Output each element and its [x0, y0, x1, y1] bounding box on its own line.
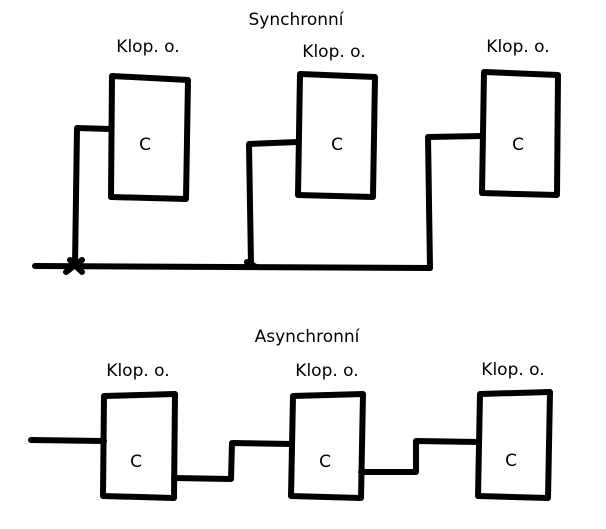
async-link-1-2: [171, 440, 295, 482]
sync-clock-wire-3: [425, 133, 485, 271]
async-block-2-clock-input: C: [319, 452, 331, 472]
async-flip-flop-1-box: [100, 391, 178, 501]
sync-block-1-clock-input: C: [139, 135, 151, 155]
sync-block-2-clock-input: C: [331, 135, 343, 155]
sync-flip-flop-3-box: [479, 69, 561, 198]
async-block-1-label: Klop. o.: [106, 361, 170, 381]
async-block-2-label: Klop. o.: [295, 361, 359, 381]
sync-junction-2: [244, 259, 259, 270]
sync-flip-flop-1-box: [108, 73, 191, 202]
async-title: Asynchronní: [254, 327, 360, 347]
sync-clock-wire-1: [72, 125, 114, 269]
sync-block-2-label: Klop. o.: [302, 42, 366, 62]
async-flip-flop-3-box: [475, 389, 553, 501]
async-block-3-clock-input: C: [505, 451, 517, 471]
sync-block-1-label: Klop. o.: [116, 37, 180, 57]
sync-block-3-clock-input: C: [512, 135, 524, 155]
async-block-3-label: Klop. o.: [481, 360, 545, 380]
sync-title: Synchronní: [248, 10, 344, 30]
async-link-2-3: [358, 438, 482, 475]
async-flip-flop-2-box: [288, 391, 366, 501]
sync-block-3-label: Klop. o.: [486, 37, 550, 57]
async-input-wire: [28, 437, 107, 444]
async-block-1-clock-input: C: [130, 452, 142, 472]
sync-clock-wire-2: [246, 139, 301, 268]
sync-flip-flop-2-box: [295, 71, 378, 200]
sync-junction-1: [63, 257, 85, 275]
sync-clock-bus: [32, 263, 433, 271]
